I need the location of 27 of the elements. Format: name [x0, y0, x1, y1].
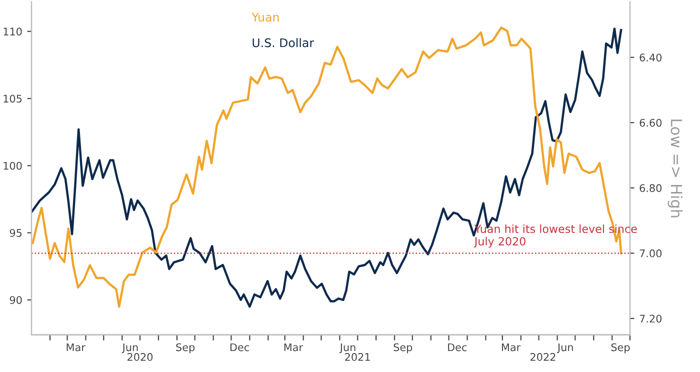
text: Yuan	[252, 12, 279, 22]
x-tick-label: Jun	[122, 343, 138, 354]
x2-tick-label: 2020	[128, 353, 153, 361]
x-tick-label: Mar	[66, 343, 86, 352]
y2-tick-label: 6.80	[640, 184, 662, 192]
x-tick-label: Sep	[611, 343, 630, 354]
x-tick-label: Jun	[339, 343, 356, 354]
y-tick-label: 110	[4, 28, 22, 36]
y-tick-label: 90	[10, 296, 22, 304]
x-tick-label: Mar	[284, 343, 304, 352]
x-tick-label: Sep	[176, 343, 195, 354]
y-tick-label: 95	[10, 228, 22, 237]
x2-tick-label: 2021	[345, 353, 370, 361]
y2-tick-label: 6.60	[640, 118, 662, 127]
y-tick-label: 105	[4, 94, 22, 103]
y-tick-label: 100	[4, 162, 22, 170]
y2-tick-label: 7.20	[640, 314, 662, 323]
y2-tick-label: 7.00	[640, 249, 662, 258]
y2-axis-title: Low => High	[668, 120, 683, 218]
x-tick-label: Sep	[394, 343, 412, 354]
x-tick-label: Jun	[556, 343, 573, 354]
x2-tick-label: 2022	[530, 353, 556, 361]
y2-tick-label: 6.40	[640, 54, 662, 62]
x-tick-label: Mar	[502, 343, 521, 352]
x-tick-label: Dec	[230, 343, 249, 352]
x-tick-label: Dec	[448, 343, 467, 352]
text: U.S. Dollar	[252, 38, 314, 48]
